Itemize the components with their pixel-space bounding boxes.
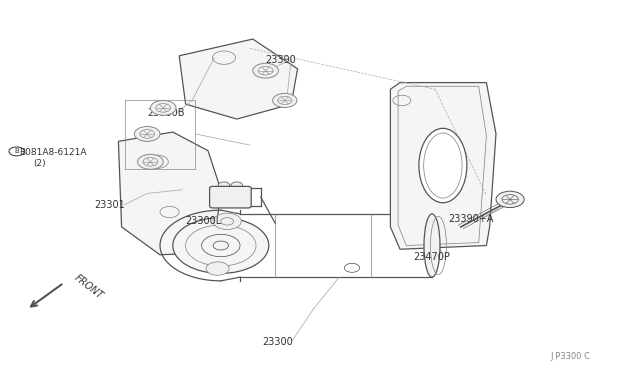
FancyBboxPatch shape: [209, 186, 251, 208]
Circle shape: [273, 93, 297, 108]
Text: FRONT: FRONT: [72, 273, 105, 301]
Text: J P3300 C: J P3300 C: [550, 352, 590, 361]
Text: 23390+A: 23390+A: [448, 215, 493, 224]
Text: 23470P: 23470P: [413, 252, 450, 262]
Text: 23390: 23390: [266, 55, 296, 64]
Polygon shape: [118, 132, 221, 255]
Circle shape: [213, 213, 241, 230]
Text: 23300B: 23300B: [147, 109, 185, 118]
Text: (2): (2): [33, 159, 46, 168]
Circle shape: [173, 218, 269, 273]
Polygon shape: [179, 39, 298, 119]
Circle shape: [206, 262, 229, 275]
Circle shape: [134, 126, 160, 141]
Ellipse shape: [419, 128, 467, 203]
Circle shape: [138, 154, 163, 169]
Circle shape: [218, 182, 230, 189]
Ellipse shape: [424, 214, 440, 277]
Circle shape: [253, 63, 278, 78]
Circle shape: [496, 191, 524, 208]
Text: 23300: 23300: [262, 337, 293, 347]
Text: B: B: [14, 148, 19, 154]
Circle shape: [231, 182, 243, 189]
Text: B081A8-6121A: B081A8-6121A: [19, 148, 86, 157]
Polygon shape: [390, 83, 496, 249]
Circle shape: [150, 100, 176, 115]
Text: 23300L: 23300L: [186, 217, 222, 226]
Text: 23301: 23301: [95, 200, 125, 209]
